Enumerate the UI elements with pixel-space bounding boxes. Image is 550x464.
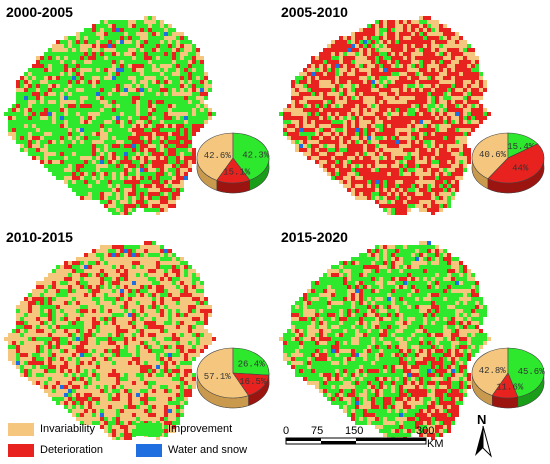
pie-slice-label: 42.6% — [204, 151, 232, 161]
legend-swatch — [136, 422, 162, 436]
region-map — [4, 16, 216, 215]
pie-slice-label: 44% — [512, 164, 529, 174]
pie-slice-invariability — [196, 132, 234, 181]
north-label: N — [477, 412, 486, 427]
pie-slice-label: 42.8% — [479, 366, 507, 376]
pie-slice-label: 15.1% — [223, 168, 251, 178]
scale-tick-label: 150 — [345, 425, 363, 437]
legend-deterioration: Deterioration — [8, 443, 103, 457]
pie-chart: 57.1% 26.4% 16.5% — [196, 347, 270, 409]
pie-slice-label: 26.4% — [238, 360, 266, 370]
panel-title: 2000-2005 — [6, 4, 73, 20]
legend-water: Water and snow — [136, 443, 247, 457]
panel-2015-2020: 2015-2020 42.8% 45.6% 11.6% — [275, 225, 550, 440]
pie-slice-label: 40.6% — [479, 150, 507, 160]
legend-invariability: Invariability — [8, 422, 95, 436]
pie-slice-improvement — [232, 347, 270, 376]
pie-slice-improvement — [507, 347, 545, 398]
region-map — [4, 241, 216, 440]
legend-label: Invariability — [40, 423, 96, 435]
region-map — [279, 16, 491, 215]
legend-swatch — [8, 422, 34, 436]
pie-slice-invariability — [471, 132, 509, 180]
legend-label: Improvement — [168, 423, 233, 435]
legend-swatch — [136, 443, 162, 457]
panel-2000-2005: 2000-2005 42.6% 42.3% 15.1% — [0, 0, 275, 215]
pie-chart: 42.6% 42.3% 15.1% — [196, 132, 270, 194]
pie-slice-deterioration — [487, 143, 545, 184]
pie-slice-label: 11.6% — [496, 383, 524, 393]
pie-chart: 40.6%15.4% 44% — [471, 132, 545, 194]
pie-chart: 42.8% 45.6% 11.6% — [471, 347, 546, 409]
pie-slice-deterioration — [491, 372, 519, 399]
panel-title: 2015-2020 — [281, 229, 348, 245]
north-arrow-icon: N — [475, 412, 492, 458]
pie-slice-deterioration — [216, 157, 251, 184]
scale-bar: 0 75 150 300 KM — [283, 425, 443, 450]
pie-slice-label: 42.3% — [242, 151, 270, 161]
pie-slice-label: 15.4% — [507, 142, 535, 152]
legend: Invariability Improvement Deterioration … — [8, 422, 273, 462]
scale-unit: KM — [427, 438, 443, 450]
pie-slice-label: 16.5% — [239, 377, 267, 387]
legend-swatch — [8, 443, 34, 457]
pie-slice-deterioration — [232, 372, 270, 396]
panel-2005-2010: 2005-2010 40.6% 15.4% 44% — [275, 0, 550, 215]
pie-slice-invariability — [196, 347, 250, 399]
legend-label: Water and snow — [168, 444, 248, 456]
pie-slice-label: 45.6% — [518, 367, 546, 377]
legend-improvement: Improvement — [136, 422, 232, 436]
pie-slice-label: 57.1% — [204, 372, 232, 382]
scale-tick-label: 75 — [311, 425, 323, 437]
panel-title: 2005-2010 — [281, 4, 348, 20]
panel-title: 2010-2015 — [6, 229, 73, 245]
scale-tick-label: 300 — [416, 425, 434, 437]
legend-label: Deterioration — [40, 444, 103, 456]
pie-slice-invariability — [471, 347, 509, 396]
pie-slice-improvement — [232, 132, 270, 181]
panel-2010-2015: 2010-2015 57.1% 26.4% 16.5% — [0, 225, 275, 440]
scale-tick-label: 0 — [283, 425, 289, 437]
region-map — [279, 241, 491, 440]
